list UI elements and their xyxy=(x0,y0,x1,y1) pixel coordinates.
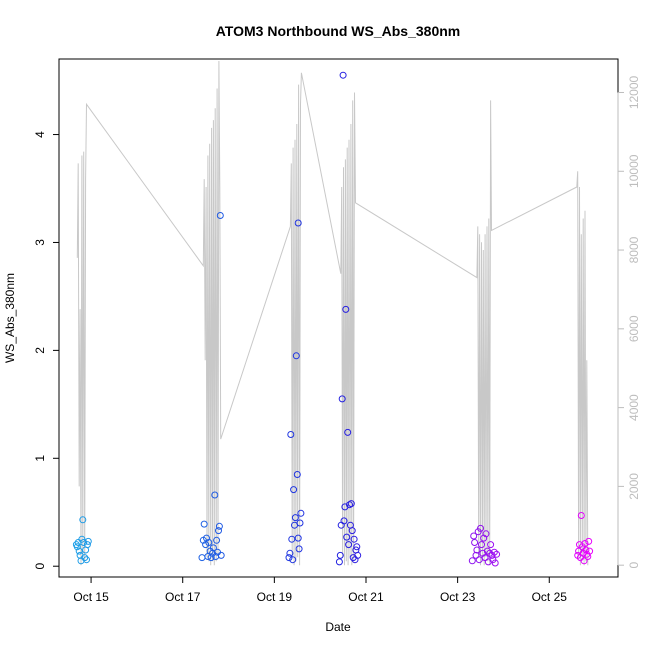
chart-title: ATOM3 Northbound WS_Abs_380nm xyxy=(216,23,461,39)
data-point xyxy=(491,559,499,567)
y-axis-right: 0 2000 4000 6000 8000 10000 12000 xyxy=(617,75,641,569)
data-point xyxy=(490,548,498,556)
data-point xyxy=(286,549,294,557)
data-point xyxy=(483,547,491,555)
data-point xyxy=(342,305,350,313)
data-point xyxy=(297,509,305,517)
data-point xyxy=(81,554,89,562)
data-point xyxy=(83,556,90,564)
data-point xyxy=(347,500,355,508)
data-point xyxy=(80,539,88,546)
y2-tick-label: 4000 xyxy=(627,394,641,421)
data-point xyxy=(350,535,358,543)
x-tick-label: Oct 21 xyxy=(348,590,384,604)
data-point xyxy=(215,522,223,530)
data-point xyxy=(581,540,589,547)
data-point xyxy=(200,520,208,528)
x-tick-label: Oct 19 xyxy=(257,590,293,604)
data-point xyxy=(577,512,585,519)
data-point xyxy=(345,541,353,549)
data-point xyxy=(198,554,206,562)
data-point xyxy=(75,547,83,555)
data-point xyxy=(344,428,352,436)
x-tick-label: Oct 15 xyxy=(73,590,109,604)
data-point xyxy=(471,539,479,546)
y2-tick-label: 0 xyxy=(627,562,641,569)
data-point xyxy=(354,551,362,559)
plot-frame xyxy=(58,58,619,578)
absorbance-series xyxy=(72,71,594,567)
data-point xyxy=(293,471,301,478)
data-point xyxy=(290,486,298,494)
data-point xyxy=(487,541,495,549)
y2-tick-label: 10000 xyxy=(627,154,641,188)
y-tick-label: 3 xyxy=(33,239,47,246)
data-point xyxy=(287,431,295,438)
data-point xyxy=(213,536,221,544)
x-tick-label: Oct 17 xyxy=(165,590,201,604)
x-axis: Oct 15 Oct 17 Oct 19 Oct 21 Oct 23 Oct 25 xyxy=(73,576,568,604)
data-point xyxy=(216,212,224,219)
data-point xyxy=(340,517,348,525)
data-point xyxy=(285,554,293,562)
y2-tick-label: 12000 xyxy=(627,75,641,109)
y-tick-label: 4 xyxy=(33,131,47,138)
y2-tick-label: 8000 xyxy=(627,236,641,263)
data-point xyxy=(295,545,303,553)
x-tick-label: Oct 25 xyxy=(532,590,568,604)
data-point xyxy=(289,556,297,564)
data-point xyxy=(205,539,213,546)
data-point xyxy=(585,537,593,545)
data-point xyxy=(79,516,87,524)
data-point xyxy=(586,547,594,555)
data-point xyxy=(211,491,219,499)
data-point xyxy=(294,219,302,227)
y2-tick-label: 2000 xyxy=(627,473,641,500)
data-point xyxy=(73,543,81,551)
data-point xyxy=(207,554,215,562)
data-point xyxy=(78,535,86,543)
y2-tick-label: 6000 xyxy=(627,315,641,342)
data-point xyxy=(294,534,302,542)
data-point xyxy=(343,533,351,541)
data-point xyxy=(296,519,304,527)
data-point xyxy=(339,71,347,79)
data-point xyxy=(477,524,484,532)
data-point xyxy=(217,551,225,559)
y-tick-label: 2 xyxy=(33,347,47,354)
data-point xyxy=(215,527,222,535)
data-point xyxy=(475,556,483,564)
data-point xyxy=(337,521,345,529)
data-point xyxy=(493,550,501,558)
y-tick-label: 1 xyxy=(33,455,47,462)
data-point xyxy=(336,551,344,559)
data-point xyxy=(486,549,494,557)
data-point xyxy=(348,527,356,535)
data-point xyxy=(468,557,476,565)
data-point xyxy=(478,541,485,549)
data-point xyxy=(209,544,217,552)
data-point xyxy=(83,541,91,549)
data-point xyxy=(346,501,353,509)
altitude-series xyxy=(76,60,589,566)
y-tick-label: 0 xyxy=(33,563,47,570)
data-point xyxy=(482,530,490,538)
data-point xyxy=(338,395,346,403)
data-point xyxy=(580,557,588,565)
x-axis-label: Date xyxy=(325,620,351,634)
data-point xyxy=(288,535,296,543)
data-point xyxy=(292,352,300,360)
y-axis-label: WS_Abs_380nm xyxy=(3,273,17,363)
data-point xyxy=(335,558,343,566)
data-point xyxy=(353,543,361,551)
data-point xyxy=(84,537,92,545)
data-point xyxy=(473,546,481,554)
data-point xyxy=(470,532,478,540)
data-point xyxy=(291,514,299,522)
y-axis-left: 0 1 2 3 4 xyxy=(33,131,60,570)
data-point xyxy=(582,546,590,554)
x-tick-label: Oct 23 xyxy=(440,590,476,604)
altitude-line xyxy=(76,60,589,566)
